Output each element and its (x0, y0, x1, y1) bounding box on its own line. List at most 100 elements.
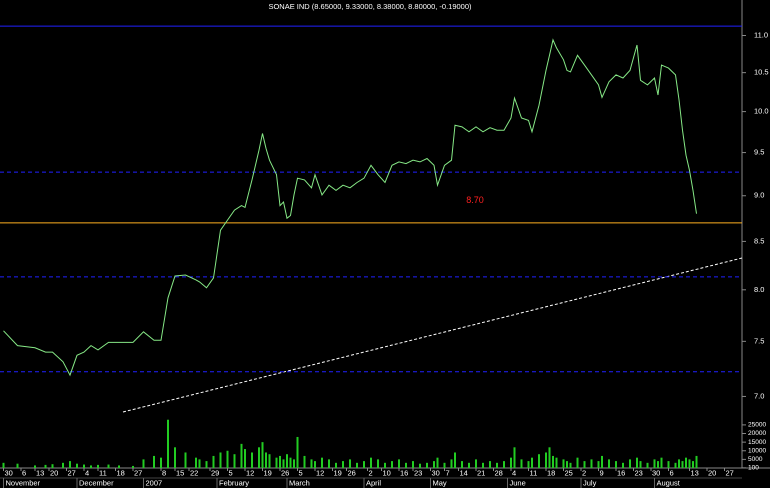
volume-bar (527, 461, 530, 468)
month-label: August (657, 478, 681, 487)
volume-bar (275, 457, 278, 468)
x-tick-label: 30 (652, 468, 660, 477)
volume-bar (538, 454, 540, 468)
level-label: 8.70 (466, 195, 484, 205)
x-tick-label: 6 (670, 468, 674, 477)
volume-bar (629, 459, 631, 468)
volume-bar (282, 459, 285, 468)
x-tick-label: 22 (190, 468, 198, 477)
volume-bar (646, 462, 649, 468)
volume-bar (132, 465, 134, 468)
volume-bar (76, 463, 78, 468)
volume-bar (583, 461, 586, 468)
volume-bar (97, 464, 99, 468)
volume-bar (219, 452, 222, 468)
x-tick-label: 29 (211, 468, 219, 477)
x-tick-label: 19 (264, 468, 272, 477)
volume-bar (296, 436, 299, 468)
volume-bar (34, 465, 36, 468)
volume-bar (552, 455, 554, 468)
x-tick-label: 8 (162, 468, 166, 477)
volume-bar (226, 450, 229, 468)
volume-bar (265, 452, 267, 468)
x-tick-label: 18 (117, 468, 125, 477)
price-line (3, 38, 697, 377)
volume-bar (69, 461, 71, 468)
volume-bar (90, 465, 92, 468)
volume-bar (321, 457, 323, 468)
volume-bar (153, 455, 155, 468)
y-tick-label: 8.0 (754, 285, 764, 294)
volume-bar (195, 457, 197, 468)
volume-bar (391, 461, 393, 468)
volume-bar (597, 461, 600, 468)
volume-bar (363, 461, 365, 468)
x-tick-label: 2 (582, 468, 586, 477)
volume-bar (576, 457, 579, 468)
volume-bar (258, 447, 260, 468)
y-tick-label: 8.5 (754, 236, 764, 245)
volume-bar (454, 452, 456, 468)
month-label: May (433, 478, 447, 487)
trend-line (122, 257, 743, 413)
volume-bar (349, 459, 351, 468)
volume-bar (62, 462, 64, 468)
volume-bar (356, 462, 358, 468)
volume-bar (443, 462, 446, 468)
month-label: February (219, 478, 249, 487)
volume-bar (405, 462, 407, 468)
x-tick-label: 12 (246, 468, 254, 477)
volume-bar (51, 464, 54, 468)
volume-bar (513, 447, 516, 468)
x-tick-label: 6 (22, 468, 26, 477)
y-tick-label: 9.0 (754, 191, 764, 200)
volume-bar (450, 459, 453, 468)
volume-bar (657, 461, 659, 468)
x-tick-label: 23 (414, 468, 422, 477)
volume-bar (653, 459, 656, 468)
volume-bar (268, 454, 271, 468)
volume-bar (212, 455, 215, 468)
volume-bar (660, 457, 663, 468)
volume-bar (167, 419, 169, 468)
volume-bar (44, 464, 47, 468)
volume-bar (520, 459, 523, 468)
y-tick-label: 7.5 (754, 336, 764, 345)
volume-bar (233, 454, 236, 468)
x-tick-label: 20 (50, 468, 58, 477)
volume-tick-label: 20000 (748, 430, 766, 437)
month-label: 2007 (146, 478, 163, 487)
x-tick-label: 26 (348, 468, 356, 477)
y-tick-label: 9.5 (754, 148, 764, 157)
x-tick-label: 11 (530, 468, 538, 477)
x-tick-label: 7 (446, 468, 450, 477)
volume-bar (244, 449, 246, 468)
x-tick-label: 5 (299, 468, 303, 477)
x-tick-label: 27 (134, 468, 142, 477)
x-tick-label: 4 (85, 468, 89, 477)
x-tick-label: 16 (617, 468, 625, 477)
volume-bar (205, 461, 208, 468)
x-tick-label: 27 (726, 468, 734, 477)
x-tick-label: 13 (691, 468, 699, 477)
y-tick-label: 11.0 (754, 30, 768, 39)
volume-bar (16, 463, 19, 468)
volume-bar (688, 459, 691, 468)
volume-tick-label: 5000 (748, 456, 763, 463)
volume-bar (293, 459, 295, 468)
volume-bar (160, 457, 162, 468)
volume-bar (342, 461, 344, 468)
x-tick-label: 27 (68, 468, 76, 477)
volume-bar (142, 459, 145, 468)
volume-bar (695, 455, 698, 468)
volume-bar (681, 461, 684, 468)
volume-bar (328, 459, 330, 468)
volume-bar (310, 459, 313, 468)
y-tick-label: 10.0 (754, 107, 769, 116)
x-tick-label: 19 (334, 468, 342, 477)
x-tick-label: 20 (708, 468, 716, 477)
volume-bar (678, 459, 680, 468)
volume-bar (261, 442, 264, 468)
volume-bar (289, 457, 292, 468)
